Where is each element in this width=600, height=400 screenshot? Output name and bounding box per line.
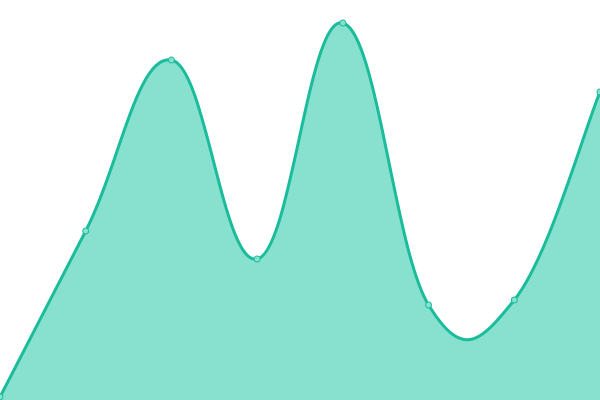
data-point-1 (82, 227, 90, 235)
series-area-fill (0, 22, 600, 400)
data-points (0, 19, 600, 400)
data-point-0 (0, 393, 4, 400)
data-point-4 (339, 19, 347, 27)
data-point-6 (510, 296, 518, 304)
data-point-2 (167, 56, 175, 64)
data-point-5 (425, 301, 433, 309)
data-point-7 (596, 88, 600, 96)
data-point-3 (253, 255, 261, 263)
series-line (0, 21, 600, 398)
